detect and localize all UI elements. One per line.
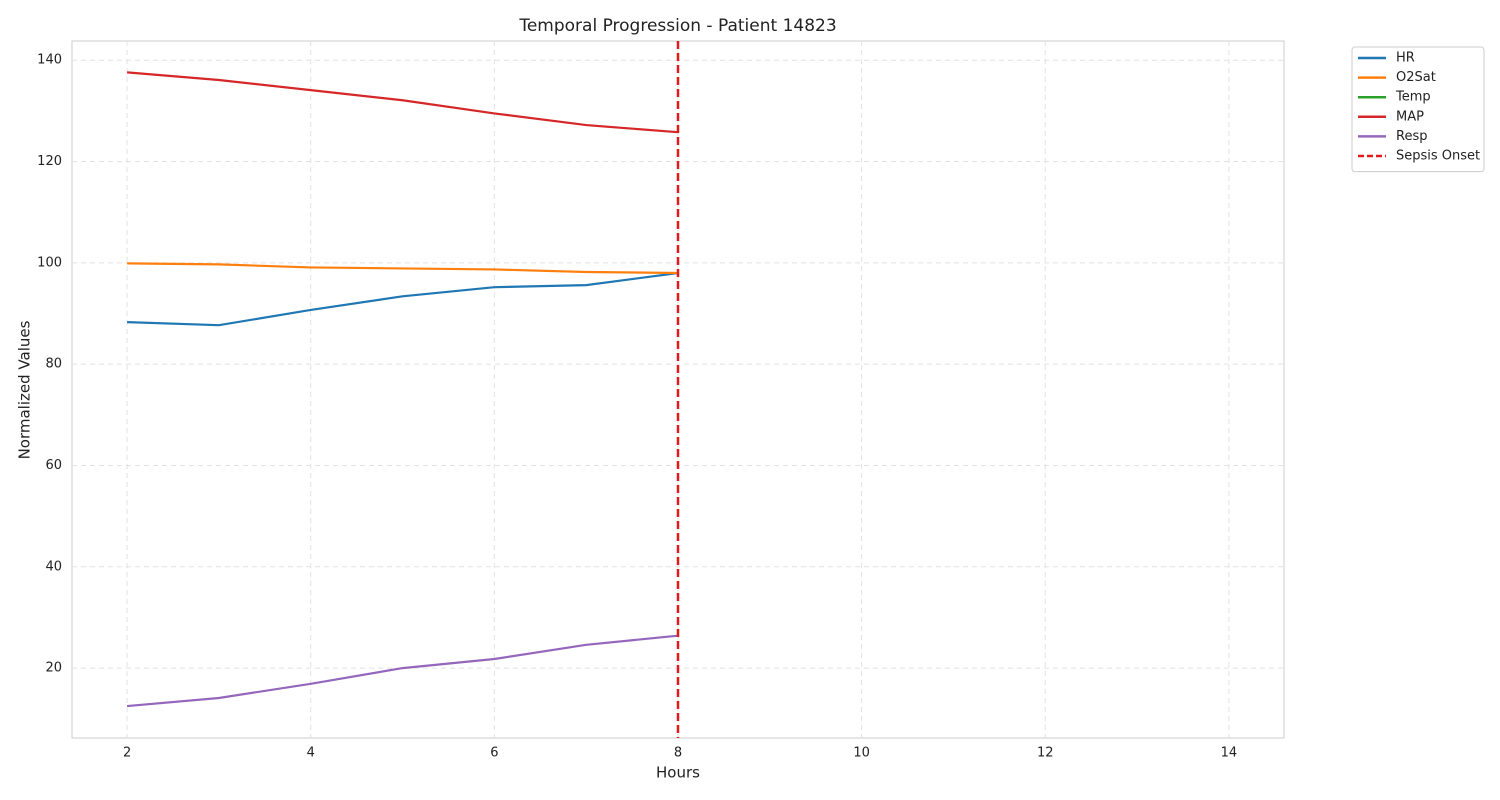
legend-label: MAP: [1396, 109, 1424, 124]
x-axis-label: Hours: [656, 764, 700, 782]
chart-title: Temporal Progression - Patient 14823: [518, 16, 836, 36]
legend-label: HR: [1396, 51, 1415, 66]
legend-label: Resp: [1396, 129, 1427, 144]
series-line: [127, 271, 679, 327]
y-tick-label: 140: [37, 53, 62, 68]
x-tick-label: 10: [853, 746, 870, 761]
legend-label: Sepsis Onset: [1396, 149, 1480, 164]
legend-label: O2Sat: [1396, 70, 1436, 85]
y-tick-label: 20: [45, 661, 62, 676]
y-axis-label: Normalized Values: [16, 320, 34, 459]
x-tick-label: 2: [123, 746, 131, 761]
legend-label: Temp: [1395, 90, 1431, 105]
x-tick-label: 8: [674, 746, 682, 761]
y-tick-label: 40: [45, 559, 62, 574]
y-tick-label: 60: [45, 458, 62, 473]
y-tick-label: 120: [37, 154, 62, 169]
x-tick-label: 6: [490, 746, 498, 761]
series-line: [127, 71, 679, 134]
x-tick-label: 14: [1221, 746, 1238, 761]
x-tick-label: 4: [307, 746, 315, 761]
y-tick-label: 100: [37, 255, 62, 270]
series-line: [126, 634, 679, 708]
x-tick-label: 12: [1037, 746, 1054, 761]
series-line: [127, 262, 679, 275]
y-tick-label: 80: [45, 357, 62, 372]
